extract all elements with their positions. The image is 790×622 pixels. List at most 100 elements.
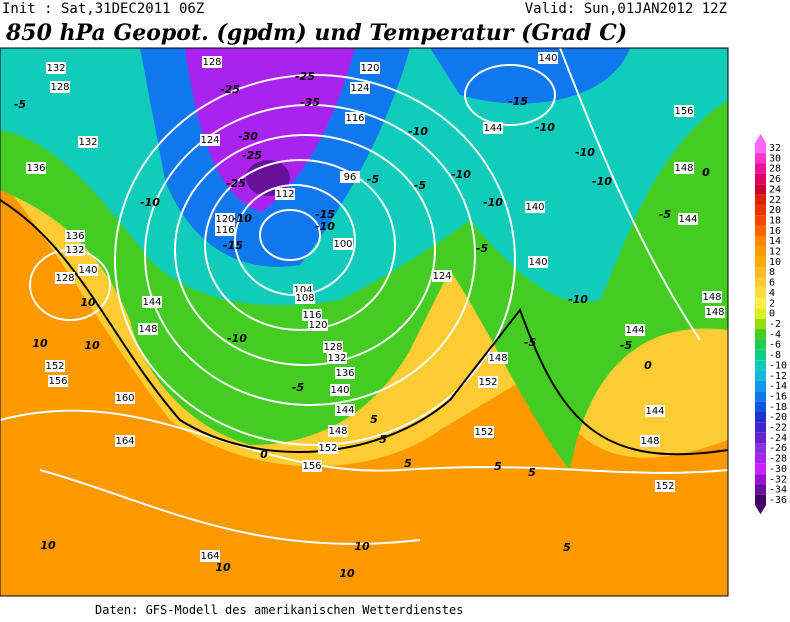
colorbar-label: -32 — [769, 474, 787, 485]
colorbar-band — [755, 163, 766, 174]
colorbar-label: 28 — [769, 164, 781, 175]
temperature-label: -5 — [524, 336, 537, 349]
temperature-label: -10 — [592, 175, 612, 188]
colorbar-label: 2 — [769, 298, 775, 309]
temperature-label: 10 — [215, 561, 231, 574]
label-box — [55, 272, 75, 284]
geopotential-label: 152 — [655, 481, 674, 492]
geopotential-label: 124 — [350, 83, 369, 94]
colorbar-bottom-arrow — [755, 505, 766, 515]
geopotential-label: 120 — [308, 320, 327, 331]
colorbar-label: 6 — [769, 278, 775, 289]
colorbar-label: -24 — [769, 433, 787, 444]
temperature-label: 5 — [370, 413, 378, 426]
label-box — [645, 405, 665, 417]
colorbar-band — [755, 215, 766, 226]
geopotential-label: 96 — [344, 172, 357, 183]
label-box — [335, 404, 355, 416]
colorbar-band — [755, 256, 766, 268]
label-box — [705, 306, 725, 318]
temperature-label: -10 — [315, 220, 335, 233]
colorbar-band — [755, 329, 766, 340]
label-box — [318, 442, 338, 454]
label-box — [200, 550, 220, 562]
colorbar-label: -16 — [769, 391, 787, 402]
geopotential-label: 120 — [360, 63, 379, 74]
geopotential-label: 132 — [65, 245, 84, 256]
geopotential-label: 140 — [78, 265, 97, 276]
geopotential-label: 152 — [474, 427, 493, 438]
temperature-label: -15 — [508, 95, 528, 108]
colorbar-top-arrow — [755, 133, 766, 143]
data-source: Daten: GFS-Modell des amerikanischen Wet… — [95, 603, 463, 617]
colorbar-label: 10 — [769, 257, 781, 268]
geopotential-label: 148 — [705, 307, 724, 318]
blue-region-east — [430, 48, 630, 104]
label-box — [26, 162, 46, 174]
colorbar-band — [755, 246, 766, 257]
geopotential-label: 140 — [525, 202, 544, 213]
label-box — [308, 319, 328, 331]
label-box — [275, 188, 295, 200]
colorbar-band — [755, 484, 766, 495]
label-box — [340, 171, 360, 183]
colorbar-band — [755, 267, 766, 278]
colorbar-band — [755, 204, 766, 216]
colorbar-band — [755, 412, 766, 423]
map-field — [0, 48, 728, 596]
colorbar-label: 4 — [769, 288, 775, 299]
temperature-label: -30 — [238, 130, 258, 143]
label-box — [215, 213, 235, 225]
geopotential-label: 136 — [26, 163, 45, 174]
geopotential-label: 116 — [215, 225, 234, 236]
geopotential-contours — [0, 48, 728, 545]
temperature-label: -10 — [483, 196, 503, 209]
temperature-label: 5 — [494, 460, 502, 473]
map-frame — [0, 47, 729, 597]
label-box — [655, 480, 675, 492]
geopotential-label: 132 — [46, 63, 65, 74]
label-box — [330, 384, 350, 396]
label-box — [483, 122, 503, 134]
colorbar-label: -8 — [769, 350, 781, 361]
label-box — [345, 112, 365, 124]
label-box — [142, 296, 162, 308]
temperature-label: -15 — [315, 208, 335, 221]
geopotential-label: 108 — [295, 293, 314, 304]
colorbar-band — [755, 142, 766, 154]
label-box — [528, 256, 548, 268]
temperature-label: 10 — [339, 567, 355, 580]
geopotential-label: 152 — [478, 377, 497, 388]
label-box — [360, 62, 380, 74]
colorbar-label: 26 — [769, 174, 781, 185]
temperature-label: -15 — [223, 239, 243, 252]
colorbar-band — [755, 474, 766, 485]
contour — [259, 209, 321, 261]
geopotential-label: 104 — [293, 285, 312, 296]
temperature-label: -10 — [568, 293, 588, 306]
label-box — [640, 435, 660, 447]
geopotential-label: 140 — [330, 385, 349, 396]
label-box — [327, 352, 347, 364]
geopotential-label: 148 — [488, 353, 507, 364]
temperature-label: -5 — [659, 208, 672, 221]
label-box — [50, 81, 70, 93]
colorbar-band — [755, 370, 766, 381]
label-box — [295, 292, 315, 304]
label-box — [678, 213, 698, 225]
colorbar-label: -2 — [769, 319, 781, 330]
contour — [114, 74, 516, 446]
map-labels: 1321281321361361321281401441481521561601… — [14, 52, 725, 580]
purple-region — [185, 48, 355, 212]
contour — [174, 134, 436, 366]
geopotential-label: 156 — [674, 106, 693, 117]
label-box — [333, 238, 353, 250]
colorbar-label: -20 — [769, 412, 787, 423]
colorbar-band — [755, 494, 766, 506]
label-box — [48, 375, 68, 387]
geopotential-label: 120 — [215, 214, 234, 225]
geopotential-label: 128 — [55, 273, 74, 284]
colorbar-label: -18 — [769, 402, 787, 413]
temperature-label: 10 — [84, 339, 100, 352]
